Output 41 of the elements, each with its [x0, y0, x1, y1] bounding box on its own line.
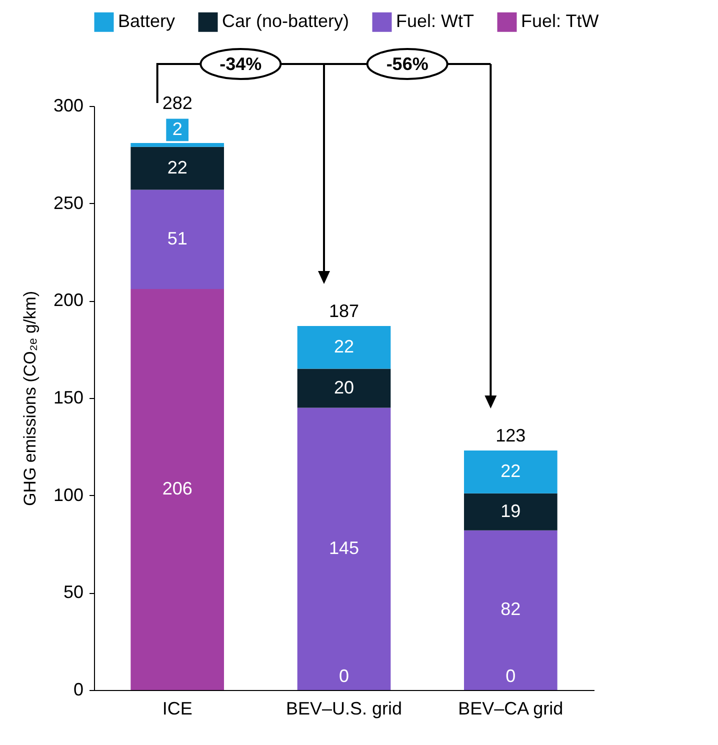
- legend-label: Battery: [118, 11, 176, 32]
- bar: [464, 450, 558, 494]
- annotation: 0: [338, 666, 350, 686]
- bar: [130, 288, 224, 690]
- data-label: 22: [334, 336, 354, 356]
- x-tick-label: BEV–U.S. grid: [286, 698, 402, 718]
- data-label: 206: [162, 478, 192, 498]
- bar: [130, 146, 224, 190]
- bar: [297, 368, 391, 408]
- y-axis-title: GHG emissions (CO₂ₑ g/km): [20, 290, 40, 506]
- total-label: 187: [328, 300, 360, 321]
- data-label: 19: [500, 500, 521, 521]
- data-label: 51: [167, 228, 188, 248]
- x-tick-label: BEV–CA grid: [458, 698, 564, 718]
- data-label: 2: [172, 118, 182, 139]
- y-tick-label: 200: [53, 290, 84, 310]
- x-tick-label: ICE: [162, 698, 192, 718]
- legend-label: Car (no-battery): [222, 11, 350, 32]
- text: -56%: [386, 54, 428, 74]
- bar: [464, 493, 558, 530]
- y-tick-label: 300: [53, 96, 84, 116]
- data-label: 22: [500, 460, 521, 481]
- text: -34%: [220, 54, 262, 74]
- bar: [130, 190, 224, 289]
- total-label: 123: [496, 426, 526, 446]
- data-label: 82: [500, 599, 521, 620]
- data-label: 20: [334, 377, 354, 398]
- data-label: 145: [328, 538, 360, 558]
- legend-label: Fuel: TtW: [521, 11, 599, 32]
- y-tick-label: 50: [63, 582, 84, 602]
- y-tick-label: 100: [53, 484, 84, 505]
- bar: [297, 326, 391, 369]
- bar: [464, 530, 558, 690]
- y-tick-label: 0: [73, 680, 84, 700]
- data-label: 22: [167, 157, 188, 178]
- annotation: 0: [506, 666, 516, 686]
- legend-label: Fuel: WtT: [396, 11, 474, 32]
- y-tick-label: 150: [53, 388, 84, 408]
- total-label: 282: [162, 92, 192, 113]
- bar: [297, 408, 391, 690]
- y-tick-label: 250: [53, 192, 84, 213]
